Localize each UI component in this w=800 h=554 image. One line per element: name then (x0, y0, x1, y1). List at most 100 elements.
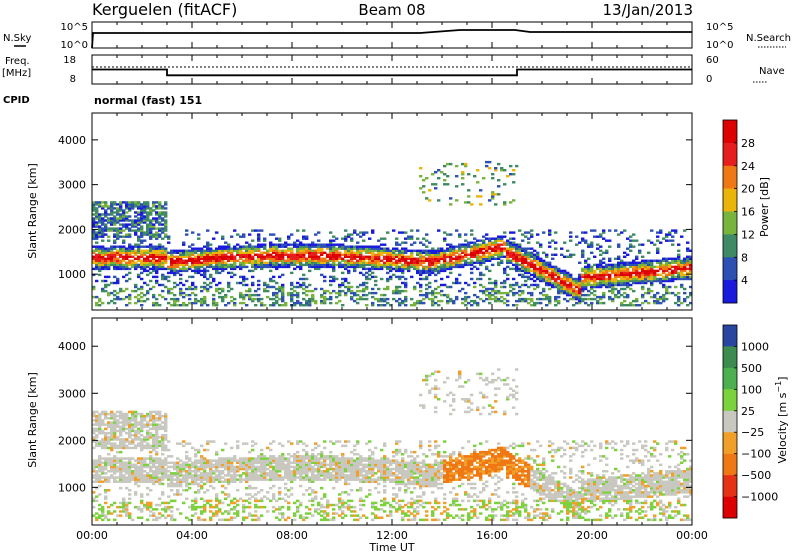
power-cell (200, 249, 204, 252)
power-cell (170, 304, 174, 307)
vel-cell (131, 410, 135, 414)
power-cell (494, 299, 498, 303)
vel-cell (245, 465, 249, 469)
power-cell (554, 231, 558, 234)
power-cell (503, 281, 507, 285)
power-cell (98, 261, 102, 264)
power-cell (128, 219, 132, 222)
vel-cell (137, 444, 141, 448)
power-cell (95, 217, 99, 220)
power-cell (491, 293, 495, 297)
power-cell (239, 267, 243, 271)
power-cell (92, 201, 96, 204)
vel-cell (98, 431, 102, 435)
power-cell (467, 245, 471, 248)
vel-cell (137, 431, 141, 435)
power-cell (542, 277, 546, 281)
power-cell (551, 281, 555, 285)
power-cell (464, 291, 468, 295)
power-cell (269, 255, 273, 258)
power-cell (395, 291, 399, 295)
vel-cell (161, 442, 165, 445)
power-cell (368, 259, 372, 262)
power-cell (419, 269, 423, 273)
power-cell (641, 263, 645, 267)
power-cell (269, 241, 273, 244)
power-cell (305, 285, 309, 289)
power-cell (341, 263, 345, 267)
power-cell (590, 241, 594, 244)
power-cell (98, 299, 102, 303)
power-cell (296, 285, 300, 289)
power-cell (641, 261, 645, 264)
vel-cell (143, 440, 147, 443)
power-cell (665, 287, 669, 291)
power-cell (365, 263, 369, 267)
power-cell (380, 304, 384, 307)
power-cell (593, 283, 597, 287)
power-cell (554, 297, 558, 301)
vel-cell (107, 412, 111, 416)
power-cell (608, 275, 612, 279)
power-cell (602, 269, 606, 273)
vel-cell (227, 461, 231, 464)
power-cell (143, 203, 147, 206)
power-cell (647, 261, 651, 264)
power-cell (326, 247, 330, 250)
vel-cell (95, 495, 99, 498)
power-cell (251, 229, 255, 232)
vel-cell (221, 476, 225, 479)
power-cell (281, 245, 285, 248)
power-cell (560, 269, 564, 273)
power-cell (356, 249, 360, 252)
power-cell (224, 293, 228, 297)
power-cell (431, 301, 435, 305)
power-cell (377, 297, 381, 301)
power-cell (140, 261, 144, 264)
power-cell (140, 287, 144, 291)
power-cell (206, 243, 210, 246)
power-cell (167, 255, 171, 258)
vel-cell (131, 438, 135, 441)
power-cell (554, 295, 558, 299)
vel-cell (143, 478, 147, 481)
power-cell (548, 295, 552, 299)
power-cell (539, 263, 543, 267)
power-cell (557, 269, 561, 273)
power-cell (359, 297, 363, 301)
vel-cell (176, 465, 180, 469)
power-cell (407, 263, 411, 267)
power-cell (593, 277, 597, 281)
vel-cell (206, 459, 210, 462)
power-cell (341, 281, 345, 285)
power-cell (146, 229, 150, 232)
vel-cell (101, 508, 105, 511)
power-cell (461, 255, 465, 258)
power-cell (485, 293, 489, 297)
power-cell (302, 247, 306, 250)
power-cell (515, 257, 519, 260)
power-cell (551, 267, 555, 271)
power-cell (146, 213, 150, 216)
vel-cell (179, 459, 183, 462)
power-cell (659, 273, 663, 277)
power-cell (239, 263, 243, 267)
power-cell (653, 299, 657, 303)
power-cell (314, 261, 318, 264)
power-cell (152, 219, 156, 222)
power-cell (140, 235, 144, 238)
power-cell (116, 245, 120, 248)
power-cell (539, 277, 543, 281)
power-cell (686, 263, 690, 267)
vel-cell (134, 423, 138, 426)
power-cell (527, 251, 531, 254)
power-cell (110, 203, 114, 206)
power-cell (653, 295, 657, 299)
power-cell (185, 255, 189, 258)
vel-cell (149, 457, 153, 460)
vel-cell (233, 508, 237, 511)
power-cell (497, 291, 501, 295)
vel-cell (161, 465, 165, 469)
vel-cell (140, 472, 144, 475)
